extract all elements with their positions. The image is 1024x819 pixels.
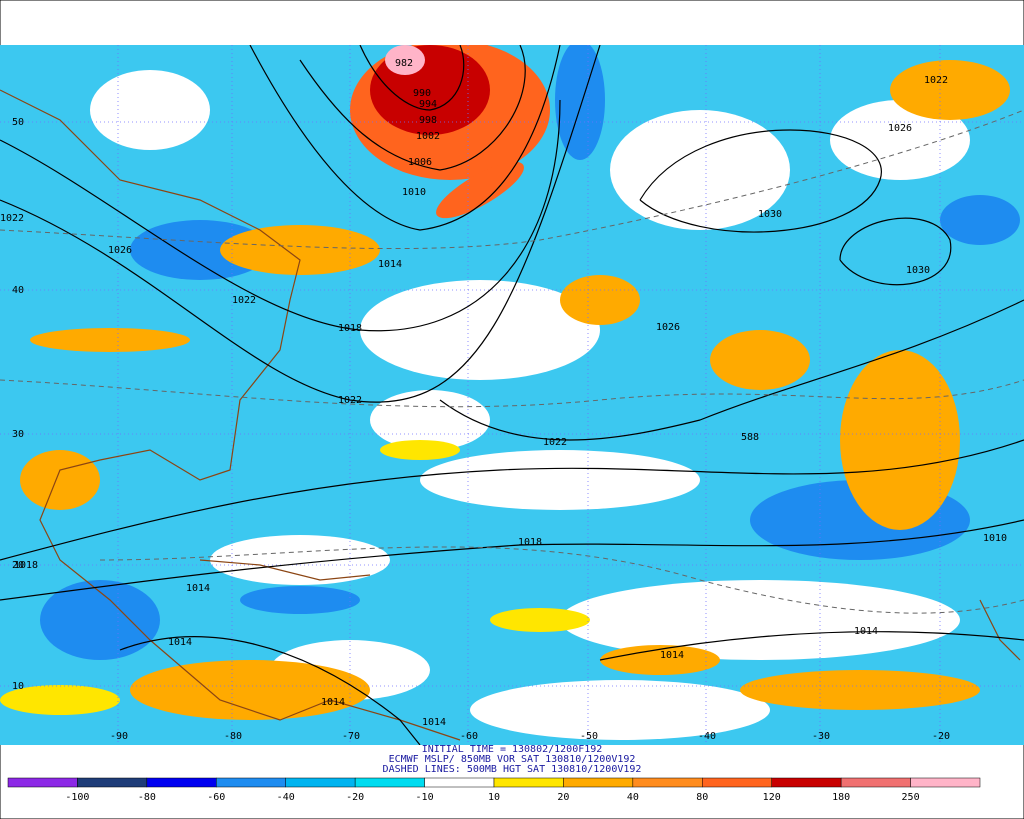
contour-label: 1022	[0, 213, 24, 224]
longitude-label: -20	[932, 731, 950, 742]
contour-label: 1014	[854, 626, 878, 637]
contour-label: 1010	[983, 533, 1007, 544]
colorbar-swatch	[77, 777, 148, 788]
contour-label: 1018	[14, 560, 38, 571]
longitude-label: -70	[342, 731, 360, 742]
contour-label: 1014	[660, 650, 684, 661]
contour-label: 1026	[108, 245, 132, 256]
contour-label: 1030	[758, 209, 782, 220]
latitude-label: 30	[12, 429, 24, 440]
contour-label: 1022	[338, 395, 362, 406]
contour-label: 1030	[906, 265, 930, 276]
longitude-label: -60	[460, 731, 478, 742]
longitude-label: -90	[110, 731, 128, 742]
colorbar-swatch	[632, 777, 703, 788]
contour-label: 990	[413, 88, 431, 99]
latitude-label: 40	[12, 285, 24, 296]
contour-label: 1002	[416, 131, 440, 142]
colorbar-label: -100	[65, 792, 89, 803]
longitude-label: -30	[812, 731, 830, 742]
contour-label: 1014	[422, 717, 446, 728]
latitude-label: 10	[12, 681, 24, 692]
colorbar-label: 80	[696, 792, 708, 803]
colorbar-swatch	[146, 777, 217, 788]
contour-label: 1022	[232, 295, 256, 306]
contour-label: 1026	[656, 322, 680, 333]
colorbar-swatch	[563, 777, 634, 788]
colorbar-label: 120	[763, 792, 781, 803]
colorbar-swatch	[285, 777, 356, 788]
contour-labels: 982 990 994 998 1002 1006 1010 1014 1018…	[0, 58, 1007, 728]
contour-label: 1014	[186, 583, 210, 594]
header-line: ECMWF MSLP/ 850MB VOR SAT 130810/1200V19…	[389, 754, 636, 765]
colorbar-swatch	[216, 777, 286, 788]
contour-label: 994	[419, 99, 437, 110]
colorbar-label: 40	[627, 792, 639, 803]
colorbar-label: -10	[416, 792, 434, 803]
colorbar-label: -40	[277, 792, 295, 803]
longitude-labels: -90 -80 -70 -60 -50 -40 -30 -20	[110, 731, 950, 742]
colorbar-label: 10	[488, 792, 500, 803]
colorbar-swatch	[702, 777, 772, 788]
colorbar-label: -60	[207, 792, 225, 803]
colorbar-swatch	[493, 777, 564, 788]
contour-label: 1014	[321, 697, 345, 708]
contour-label: 1018	[518, 537, 542, 548]
contour-label: 1014	[168, 637, 192, 648]
longitude-label: -80	[224, 731, 242, 742]
colorbar-label: -20	[346, 792, 364, 803]
contour-label: 1022	[924, 75, 948, 86]
header-line: DASHED LINES: 500MB HGT SAT 130810/1200V…	[383, 764, 642, 775]
map-area	[0, 45, 1024, 745]
contour-label: 998	[419, 115, 437, 126]
contour-label: 1010	[402, 187, 426, 198]
colorbar-label: 250	[902, 792, 920, 803]
colorbar-swatch	[771, 777, 842, 788]
colorbar-swatch	[7, 777, 78, 788]
contour-label: 1026	[888, 123, 912, 134]
colorbar: -100 -80 -60 -40 -20 -10 10 20 40 80 120 180 250	[7, 777, 981, 803]
colorbar-swatch	[424, 777, 495, 788]
contour-label: 1018	[338, 323, 362, 334]
contour-label: 982	[395, 58, 413, 69]
colorbar-swatch	[910, 777, 981, 788]
latitude-label: 20	[12, 560, 24, 571]
colorbar-label: 20	[557, 792, 569, 803]
longitude-label: -40	[698, 731, 716, 742]
contour-label: 1006	[408, 157, 432, 168]
contour-label: 588	[741, 432, 759, 443]
header-line: INITIAL TIME = 130802/1200F192	[422, 744, 603, 755]
latitude-label: 50	[12, 117, 24, 128]
colorbar-label: 180	[832, 792, 850, 803]
contour-label: 1022	[543, 437, 567, 448]
contour-label: 1014	[378, 259, 402, 270]
header: INITIAL TIME = 130802/1200F192 ECMWF MSL…	[383, 744, 642, 775]
colorbar-label: -80	[138, 792, 156, 803]
longitude-label: -50	[580, 731, 598, 742]
colorbar-swatch	[840, 777, 911, 788]
colorbar-swatch	[354, 777, 425, 788]
latitude-labels: 50 40 30 20 10	[12, 117, 24, 692]
